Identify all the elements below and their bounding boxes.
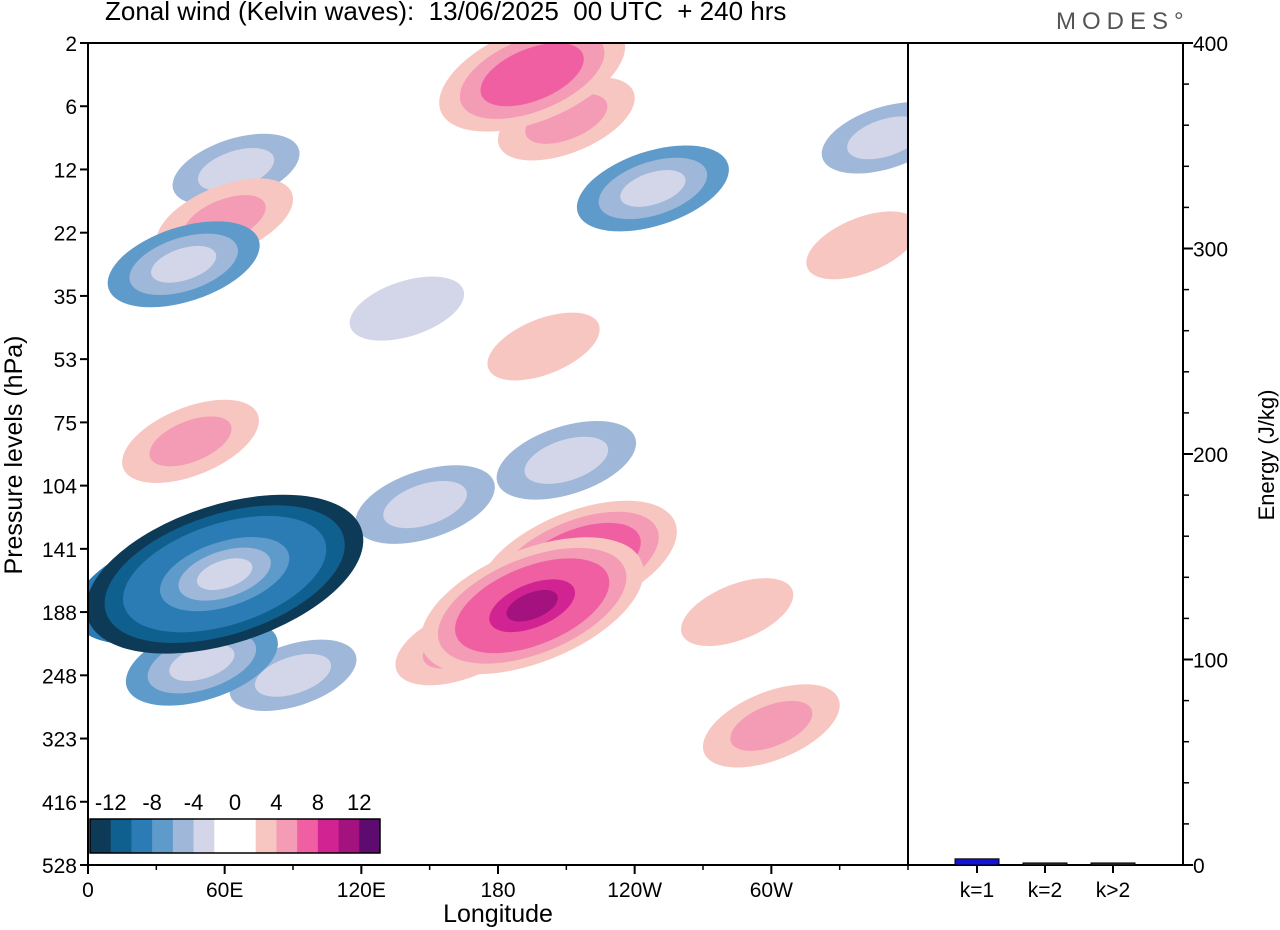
chart-title: Zonal wind (Kelvin waves): 13/06/2025 00…	[105, 0, 787, 26]
colorbar-swatch	[297, 819, 319, 853]
colorbar-swatch	[276, 819, 298, 853]
x-axis-label: Longitude	[443, 900, 553, 928]
energy-category-label: k=2	[1028, 879, 1062, 902]
y-tick-label: 248	[42, 665, 77, 688]
heatmap-cell	[487, 312, 600, 381]
heatmap-cell	[196, 558, 253, 590]
colorbar-label: 8	[312, 790, 324, 815]
colorbar-label: 0	[229, 790, 241, 815]
y-tick-label: 104	[42, 476, 77, 499]
colorbar-label: -12	[95, 790, 127, 815]
heatmap-field	[88, 43, 908, 865]
colorbar-swatch	[235, 819, 257, 853]
x-tick-label: 120W	[607, 879, 662, 902]
colorbar-label: -4	[184, 790, 204, 815]
heatmap-cell	[151, 245, 217, 283]
energy-tick-label: 200	[1193, 444, 1228, 467]
y-tick-label: 528	[42, 855, 77, 878]
y-tick-label: 416	[42, 792, 77, 815]
x-tick-label: 60E	[206, 879, 243, 902]
heatmap-cell	[524, 436, 609, 484]
energy-axis-label: Energy (J/kg)	[1254, 390, 1279, 521]
heatmap-cell	[806, 211, 908, 280]
energy-bar	[1090, 862, 1136, 866]
y-tick-label: 35	[54, 286, 77, 309]
y-tick-label: 12	[54, 159, 77, 182]
colorbar-swatch	[359, 819, 381, 853]
energy-bars: 0 100 200 300 400 k=1 k=2 k>2	[908, 33, 1228, 902]
colorbar-label: -8	[142, 790, 162, 815]
colorbar-swatch	[255, 819, 277, 853]
energy-tick-label: 0	[1193, 855, 1205, 878]
heatmap-cell	[730, 700, 813, 751]
energy-category-label: k>2	[1096, 879, 1130, 902]
y-tick-label: 323	[42, 729, 77, 752]
energy-category-label: k=1	[960, 879, 994, 902]
y-tick-label: 6	[65, 96, 77, 119]
heatmap-cell	[501, 55, 564, 94]
x-tick-label: 180	[480, 879, 515, 902]
energy-tick-label: 300	[1193, 239, 1228, 262]
y-tick-label: 53	[54, 349, 77, 372]
heatmap-cell	[149, 416, 232, 467]
colorbar-swatch	[152, 819, 174, 853]
y-tick-label: 75	[54, 412, 77, 435]
colorbar-swatch	[110, 819, 132, 853]
energy-tick-label: 100	[1193, 650, 1228, 673]
heatmap-cell	[349, 276, 465, 341]
heatmap-cell	[525, 93, 608, 144]
colorbar-swatch	[193, 819, 215, 853]
heatmap-cell	[254, 653, 332, 697]
colorbar: -12 -8 -4 0 4 8 12	[88, 783, 382, 855]
heatmap-cell	[506, 589, 558, 622]
y-tick-label: 141	[42, 539, 77, 562]
y-tick-label: 2	[65, 33, 77, 56]
x-tick-label: 120E	[337, 879, 386, 902]
colorbar-label: 4	[270, 790, 282, 815]
colorbar-swatch	[131, 819, 153, 853]
colorbar-swatch	[172, 819, 195, 853]
colorbar-swatch	[90, 819, 112, 853]
energy-tick-label: 400	[1193, 33, 1228, 56]
colorbar-swatch	[338, 819, 360, 853]
energy-bar	[1022, 862, 1068, 866]
heatmap-cell	[620, 170, 686, 207]
brand-logo: MODES°	[1056, 8, 1190, 35]
colorbar-label: 12	[347, 790, 371, 815]
y-axis-label: Pressure levels (hPa)	[0, 336, 28, 575]
x-tick-label: 0	[82, 879, 94, 902]
x-tick-label: 60W	[750, 879, 793, 902]
y-tick-label: 22	[54, 223, 77, 246]
energy-bar	[954, 858, 1000, 866]
colorbar-frame	[89, 818, 381, 854]
colorbar-swatch	[317, 819, 340, 853]
y-tick-label: 188	[42, 602, 77, 625]
heatmap-cell	[681, 578, 794, 647]
colorbar-swatch	[214, 819, 236, 853]
heatmap-cell	[169, 644, 235, 682]
heatmap-cell	[847, 116, 908, 160]
heatmap-cell	[383, 480, 467, 529]
